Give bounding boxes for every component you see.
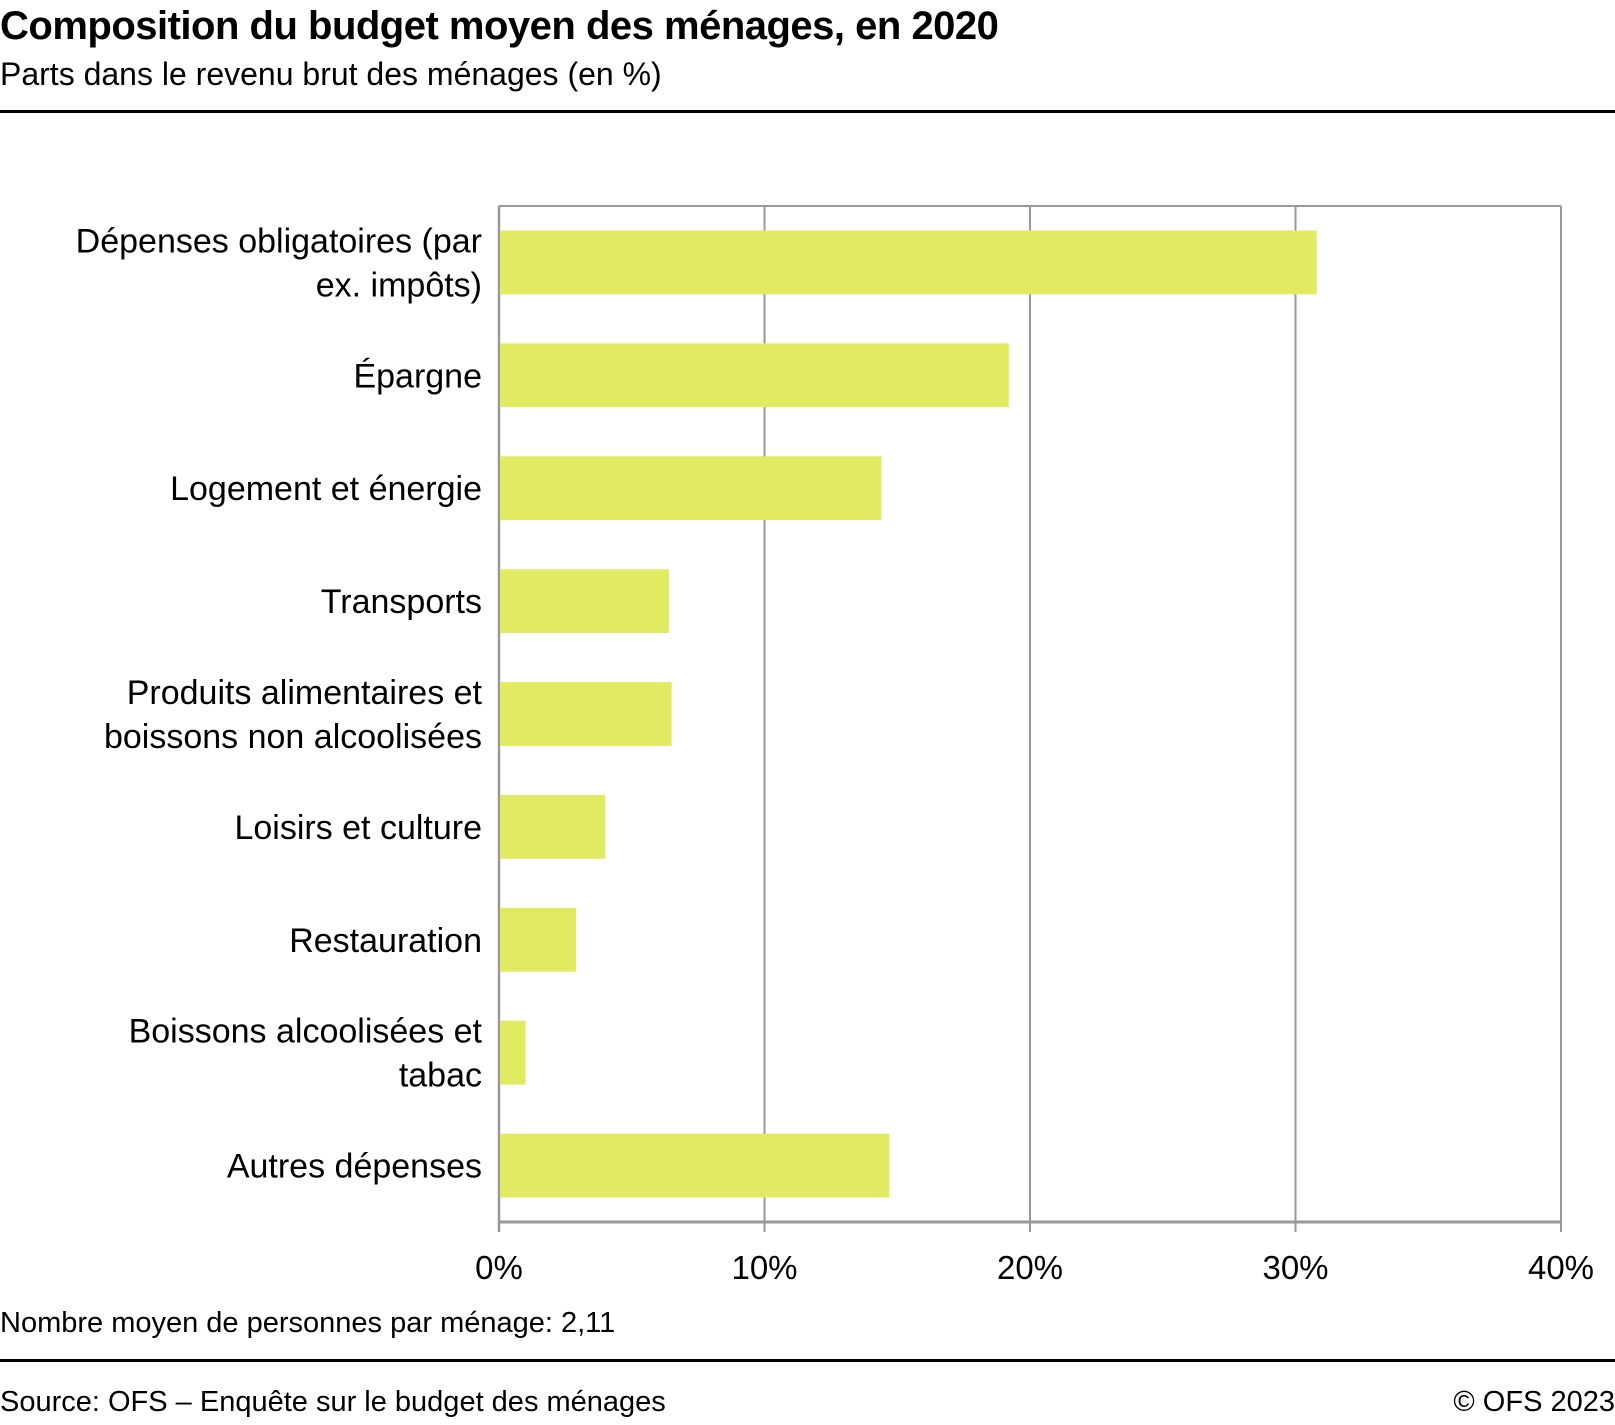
category-label: Loisirs et culture xyxy=(234,809,482,847)
category-label: Épargne xyxy=(353,357,482,395)
tick-labels: 0% 10% 20% 30% 40% xyxy=(475,1249,1594,1286)
category-label: Restauration xyxy=(289,922,482,960)
header-divider xyxy=(0,110,1615,113)
category-label: Produits alimentaires et xyxy=(127,674,483,712)
category-label: Logement et énergie xyxy=(170,470,482,508)
source-text: Source: OFS – Enquête sur le budget des … xyxy=(0,1386,666,1418)
bar xyxy=(500,1133,890,1198)
copyright-text: © OFS 2023 xyxy=(1453,1386,1615,1418)
category-label: boissons non alcoolisées xyxy=(104,718,482,756)
footnote: Nombre moyen de personnes par ménage: 2,… xyxy=(0,1307,616,1339)
gridlines xyxy=(497,206,1562,1232)
category-label: Dépenses obligatoires (par xyxy=(76,222,482,260)
axes xyxy=(499,205,1561,1224)
bars xyxy=(500,230,1317,1198)
bar xyxy=(500,343,1009,408)
footer-divider xyxy=(0,1359,1615,1362)
bar xyxy=(500,907,576,972)
category-label: Transports xyxy=(321,583,482,621)
chart-title: Composition du budget moyen des ménages,… xyxy=(0,4,999,48)
bar xyxy=(500,1020,526,1085)
x-tick-label: 40% xyxy=(1528,1249,1594,1286)
category-label: Autres dépenses xyxy=(227,1148,482,1186)
x-tick-label: 30% xyxy=(1262,1249,1328,1286)
x-tick-label: 10% xyxy=(731,1249,797,1286)
x-tick-label: 20% xyxy=(997,1249,1063,1286)
bar xyxy=(500,230,1317,295)
chart-subtitle: Parts dans le revenu brut des ménages (e… xyxy=(0,56,662,92)
category-label: ex. impôts) xyxy=(316,266,482,304)
bar xyxy=(500,682,672,746)
category-label: Boissons alcoolisées et xyxy=(129,1013,483,1051)
bar xyxy=(500,456,882,521)
x-tick-label: 0% xyxy=(475,1249,523,1286)
bar xyxy=(500,569,669,634)
category-labels: Dépenses obligatoires (par ex. impôts) Épa… xyxy=(76,222,483,1185)
category-label: tabac xyxy=(399,1057,482,1095)
bar xyxy=(500,794,606,859)
